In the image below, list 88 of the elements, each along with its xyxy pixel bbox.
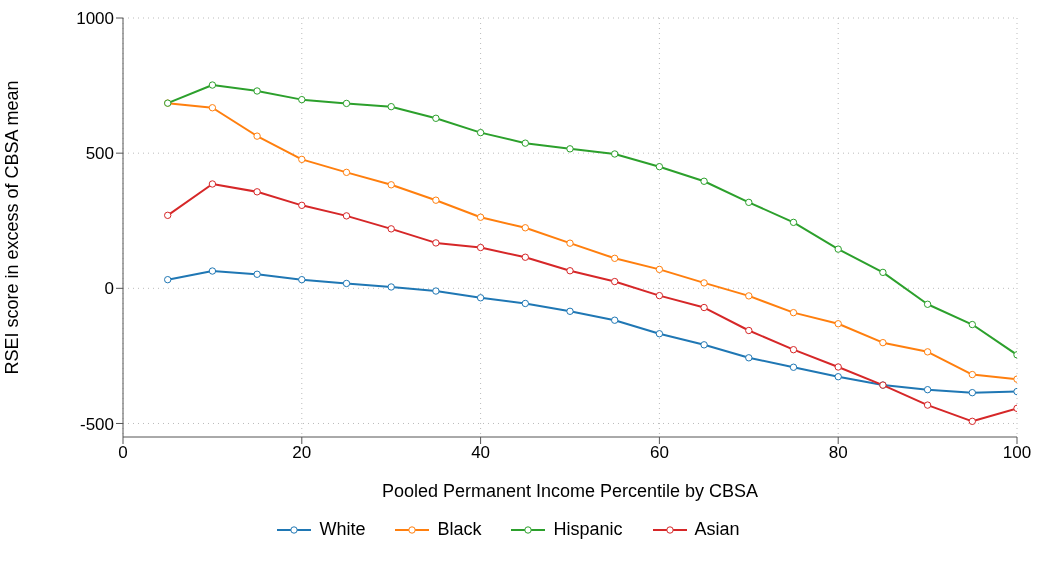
point — [208, 180, 217, 188]
point — [566, 307, 574, 315]
point — [253, 188, 261, 196]
point — [611, 316, 619, 324]
point — [655, 330, 664, 338]
point — [387, 225, 395, 233]
y-axis-title: RSEI score in excess of CBSA mean — [2, 80, 23, 375]
point — [566, 267, 574, 275]
point — [476, 213, 485, 221]
point — [253, 132, 261, 140]
point — [387, 283, 395, 291]
point — [834, 373, 842, 381]
point — [834, 320, 842, 328]
point — [745, 354, 753, 362]
legend-label: White — [319, 519, 366, 540]
point — [342, 212, 351, 220]
point — [923, 300, 932, 308]
x-tick-label: 20 — [292, 443, 312, 463]
point — [432, 196, 440, 204]
legend-label: Black — [437, 519, 482, 540]
point — [164, 211, 172, 220]
point — [834, 245, 842, 253]
point — [923, 385, 932, 394]
point — [923, 401, 932, 409]
point — [387, 102, 395, 111]
point — [611, 277, 619, 286]
point — [521, 139, 529, 147]
point — [521, 299, 529, 308]
x-tick-label: 0 — [118, 443, 128, 463]
point — [655, 162, 664, 171]
point — [432, 287, 440, 295]
point — [432, 114, 440, 122]
point — [789, 363, 798, 371]
point — [298, 95, 306, 104]
point — [745, 326, 753, 335]
point — [789, 345, 798, 354]
point — [968, 370, 976, 379]
point — [700, 341, 708, 349]
point — [164, 275, 172, 284]
point — [968, 417, 976, 426]
point — [745, 198, 753, 207]
point — [789, 218, 798, 227]
point — [253, 270, 261, 278]
point — [298, 275, 306, 284]
point — [566, 145, 574, 153]
y-tick-label: 1000 — [76, 9, 114, 29]
point — [700, 303, 708, 312]
point — [387, 181, 395, 189]
point — [432, 239, 440, 247]
y-tick-label: 500 — [85, 144, 114, 164]
point — [879, 268, 887, 277]
point — [655, 265, 664, 274]
point — [342, 279, 351, 288]
point — [968, 388, 976, 397]
legend-label: Asian — [694, 519, 740, 540]
point — [611, 254, 619, 263]
point — [208, 81, 217, 89]
point — [521, 253, 529, 261]
point — [700, 177, 708, 185]
x-tick-label: 80 — [828, 443, 848, 463]
point — [789, 308, 798, 317]
y-tick-label: 0 — [104, 279, 114, 299]
point — [476, 243, 485, 252]
point — [923, 348, 932, 356]
point — [745, 292, 753, 300]
point — [521, 224, 529, 232]
y-tick-label: -500 — [79, 414, 114, 434]
point — [476, 128, 485, 137]
point — [611, 150, 619, 158]
point — [968, 320, 976, 329]
x-tick-label: 100 — [1002, 443, 1032, 463]
point — [298, 201, 306, 210]
point — [253, 87, 261, 95]
point — [342, 168, 351, 177]
point — [700, 279, 708, 287]
point — [476, 294, 485, 302]
point — [208, 104, 217, 112]
x-tick-label: 40 — [471, 443, 491, 463]
point — [342, 99, 351, 108]
point — [208, 267, 217, 275]
point — [879, 338, 887, 347]
x-tick-label: 60 — [649, 443, 669, 463]
legend-label: Hispanic — [553, 519, 623, 540]
point — [655, 291, 664, 300]
point — [298, 155, 306, 164]
point — [566, 239, 574, 247]
x-axis-title: Pooled Permanent Income Percentile by CBSA — [381, 481, 759, 501]
point — [834, 363, 842, 371]
